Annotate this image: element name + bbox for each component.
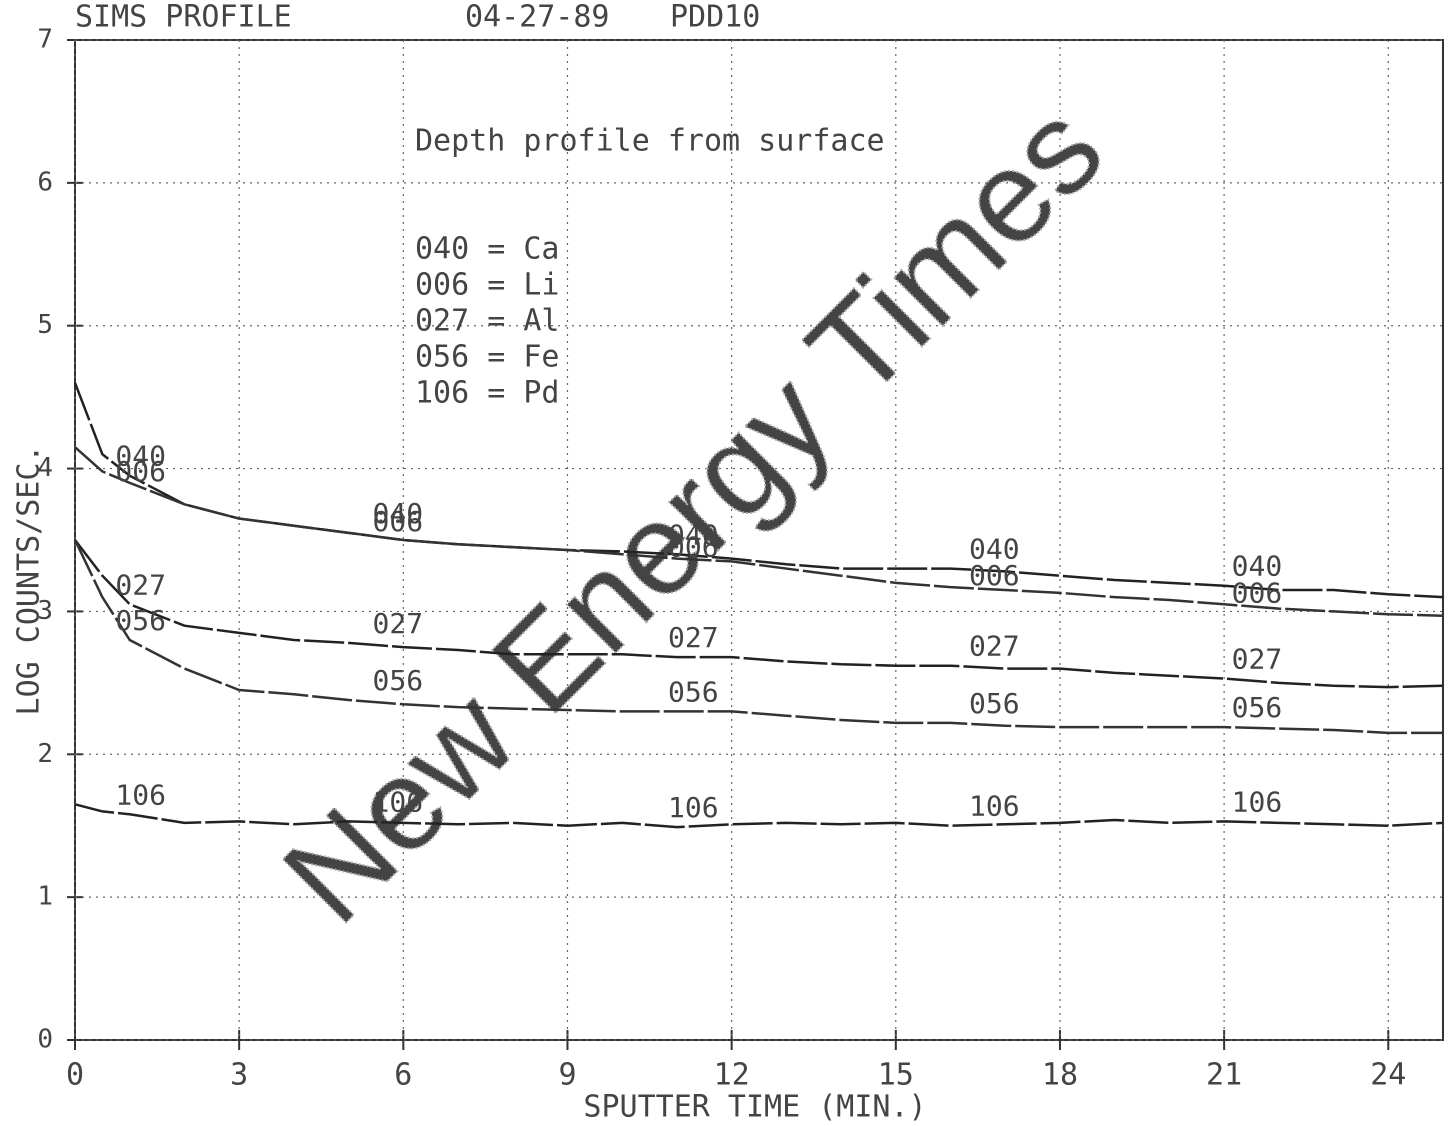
annotation: Depth profile from surface <box>415 124 885 159</box>
series-line <box>73 539 1443 735</box>
y-axis-label: LOG COUNTS/SEC. <box>12 445 47 716</box>
series-label: 106 <box>1232 785 1283 818</box>
series-label: 027 <box>115 568 166 601</box>
x-axis-label: SPUTTER TIME (MIN.) <box>583 1090 926 1125</box>
x-tick-label: 9 <box>558 1058 576 1093</box>
series-label: 056 <box>668 675 719 708</box>
series-label: 006 <box>373 505 424 538</box>
x-tick-label: 18 <box>1042 1058 1078 1093</box>
key-line: 040 = Ca <box>415 232 560 267</box>
y-tick-label: 6 <box>37 167 53 197</box>
x-tick-label: 0 <box>66 1058 84 1093</box>
series-label: 040 <box>668 518 719 551</box>
series-label: 040 <box>1232 550 1283 583</box>
series-label: 027 <box>1232 643 1283 676</box>
x-tick-label: 21 <box>1206 1058 1242 1093</box>
key-line: 106 = Pd <box>415 376 560 411</box>
x-tick-label: 6 <box>394 1058 412 1093</box>
series-label: 040 <box>969 533 1020 566</box>
series-label: 006 <box>668 531 719 564</box>
series-label: 006 <box>969 559 1020 592</box>
series-label: 040 <box>115 440 166 473</box>
series-label: 056 <box>373 664 424 697</box>
key-line: 027 = Al <box>415 304 560 339</box>
series-label: 106 <box>373 785 424 818</box>
key-line: 006 = Li <box>415 268 560 303</box>
series-label: 106 <box>969 790 1020 823</box>
x-tick-label: 24 <box>1370 1058 1406 1093</box>
series-label: 056 <box>1232 691 1283 724</box>
series-label: 106 <box>115 778 166 811</box>
series-label: 027 <box>373 607 424 640</box>
series-line <box>74 539 1444 689</box>
key-line: 056 = Fe <box>415 340 560 375</box>
series-label: 027 <box>668 621 719 654</box>
y-tick-label: 7 <box>37 25 53 55</box>
series-label: 056 <box>115 604 166 637</box>
series-label: 027 <box>969 630 1020 663</box>
x-tick-label: 15 <box>878 1058 914 1093</box>
y-tick-label: 3 <box>37 596 53 626</box>
series-label: 056 <box>969 687 1020 720</box>
series-line <box>74 803 1444 829</box>
x-tick-label: 3 <box>230 1058 248 1093</box>
chart-title: SIMS PROFILE <box>75 0 292 35</box>
series-line <box>74 446 1444 617</box>
series-label: 006 <box>115 455 166 488</box>
chart-sample: PDD10 <box>670 0 760 35</box>
y-tick-label: 1 <box>37 882 53 912</box>
series-label: 006 <box>1232 576 1283 609</box>
series-label: 040 <box>373 497 424 530</box>
series-label: 106 <box>668 791 719 824</box>
y-tick-label: 5 <box>37 310 53 340</box>
y-tick-label: 4 <box>37 453 53 483</box>
chart-date: 04-27-89 <box>465 0 610 35</box>
y-tick-label: 0 <box>37 1025 53 1055</box>
y-tick-label: 2 <box>37 739 53 769</box>
x-tick-label: 12 <box>714 1058 750 1093</box>
